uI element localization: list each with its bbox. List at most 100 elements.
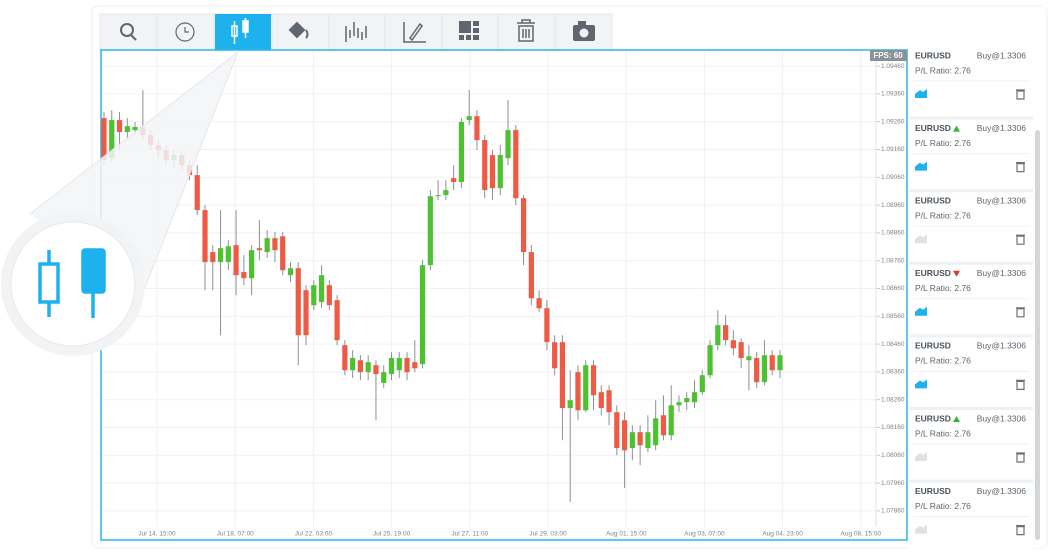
magnifier-edges xyxy=(29,51,239,301)
candle-body xyxy=(249,250,255,279)
candle-body xyxy=(513,130,519,199)
order-symbol: EURUSD xyxy=(915,195,951,205)
order-separator xyxy=(909,189,1033,193)
search-tool[interactable] xyxy=(120,23,137,41)
y-tick-label: 1.09160 xyxy=(881,146,905,153)
order-ratio: P/L Ratio: 2.76 xyxy=(915,356,971,366)
candle-body xyxy=(443,190,449,196)
fps-label: FPS: 60 xyxy=(873,51,903,60)
trash-icon xyxy=(1016,452,1025,463)
candle-body xyxy=(295,268,301,336)
y-tick-label: 1.09360 xyxy=(881,91,905,98)
candle-body xyxy=(575,372,581,411)
order-ratio: P/L Ratio: 2.76 xyxy=(915,65,971,75)
candle-body xyxy=(427,196,433,266)
candle-body xyxy=(730,340,736,349)
candle-body xyxy=(318,275,325,303)
y-tick-label: 1.07860 xyxy=(881,508,905,515)
chart-icon xyxy=(915,452,927,461)
chart-icon xyxy=(915,161,927,171)
candle-body xyxy=(520,198,527,253)
candle-body xyxy=(482,140,488,191)
candle-body xyxy=(342,345,348,371)
y-tick-label: 1.08660 xyxy=(881,285,905,292)
candle-body xyxy=(233,245,239,276)
candle-body xyxy=(303,290,309,336)
candle-body xyxy=(489,155,496,189)
candle-body xyxy=(373,365,379,375)
x-tick-label: Jul 18, 07:00 xyxy=(217,531,255,538)
order-card xyxy=(909,191,1033,263)
candle-body xyxy=(621,420,628,451)
candle-body xyxy=(217,248,224,263)
candle-body xyxy=(552,342,558,369)
camera-tool[interactable] xyxy=(573,21,595,41)
chart-icon xyxy=(915,89,927,98)
candle-body xyxy=(676,402,682,406)
order-separator xyxy=(909,479,1033,483)
order-symbol: EURUSD xyxy=(915,413,951,423)
time-tool[interactable] xyxy=(175,22,195,42)
y-tick-label: 1.07960 xyxy=(881,480,905,487)
candle-body xyxy=(559,342,566,409)
candle-body xyxy=(738,342,744,358)
layout-tool[interactable] xyxy=(459,21,479,40)
toolbar xyxy=(99,13,613,51)
order-ratio: P/L Ratio: 2.76 xyxy=(915,283,971,293)
candle-body xyxy=(761,355,768,383)
candle-body xyxy=(280,236,286,271)
y-tick-label: 1.08460 xyxy=(881,341,905,348)
candle-body xyxy=(637,432,643,446)
candle-body xyxy=(194,175,200,211)
order-price: Buy@1.3306 xyxy=(977,341,1027,351)
candle-tool[interactable] xyxy=(231,18,249,44)
order-price: Buy@1.3306 xyxy=(977,123,1027,133)
candle-body xyxy=(754,357,760,383)
scrollbar[interactable] xyxy=(1035,130,1040,540)
candle-body xyxy=(388,357,395,375)
order-price: Buy@1.3306 xyxy=(977,486,1027,496)
draw-tool[interactable] xyxy=(403,22,426,43)
fill-tool[interactable] xyxy=(288,21,309,39)
indicator-tool[interactable] xyxy=(345,22,367,42)
candle-body xyxy=(458,121,465,183)
candle-body xyxy=(699,375,705,393)
x-tick-label: Jul 25, 19:00 xyxy=(373,531,411,538)
trash-icon xyxy=(1016,234,1025,245)
order-symbol: EURUSD xyxy=(915,341,951,351)
candle-body xyxy=(567,400,573,409)
candle-body xyxy=(746,356,752,361)
candle-body xyxy=(668,405,674,436)
x-tick-label: Jul 14, 15:00 xyxy=(138,531,176,538)
candle-body xyxy=(272,238,278,251)
magnified-candles xyxy=(38,248,106,318)
candle-body xyxy=(202,210,208,263)
magnifier-lens xyxy=(10,221,136,347)
y-tick-label: 1.08760 xyxy=(881,257,905,264)
candle-body xyxy=(256,248,262,251)
candle-body xyxy=(435,195,441,197)
order-symbol: EURUSD xyxy=(915,50,951,60)
y-tick-label: 1.09460 xyxy=(881,63,905,70)
delete-tool[interactable] xyxy=(517,19,535,42)
candle-body xyxy=(116,120,123,133)
chart-icon xyxy=(915,379,927,389)
candle-body xyxy=(210,252,216,263)
y-tick-label: 1.08260 xyxy=(881,396,905,403)
candle-body xyxy=(505,130,511,159)
y-tick-label: 1.09260 xyxy=(881,118,905,125)
trend-down xyxy=(953,270,960,277)
order-ratio: P/L Ratio: 2.76 xyxy=(915,210,971,220)
candle-body xyxy=(653,418,659,446)
candle-body xyxy=(528,252,534,299)
order-price: Buy@1.3306 xyxy=(977,413,1027,423)
candle-body xyxy=(350,357,356,371)
candle-body xyxy=(715,325,721,346)
chart-area xyxy=(100,49,908,541)
y-tick-label: 1.08960 xyxy=(881,202,905,209)
order-price: Buy@1.3306 xyxy=(977,268,1027,278)
candle-body xyxy=(357,360,364,373)
candle-body xyxy=(287,268,294,276)
candle-body xyxy=(590,365,597,396)
